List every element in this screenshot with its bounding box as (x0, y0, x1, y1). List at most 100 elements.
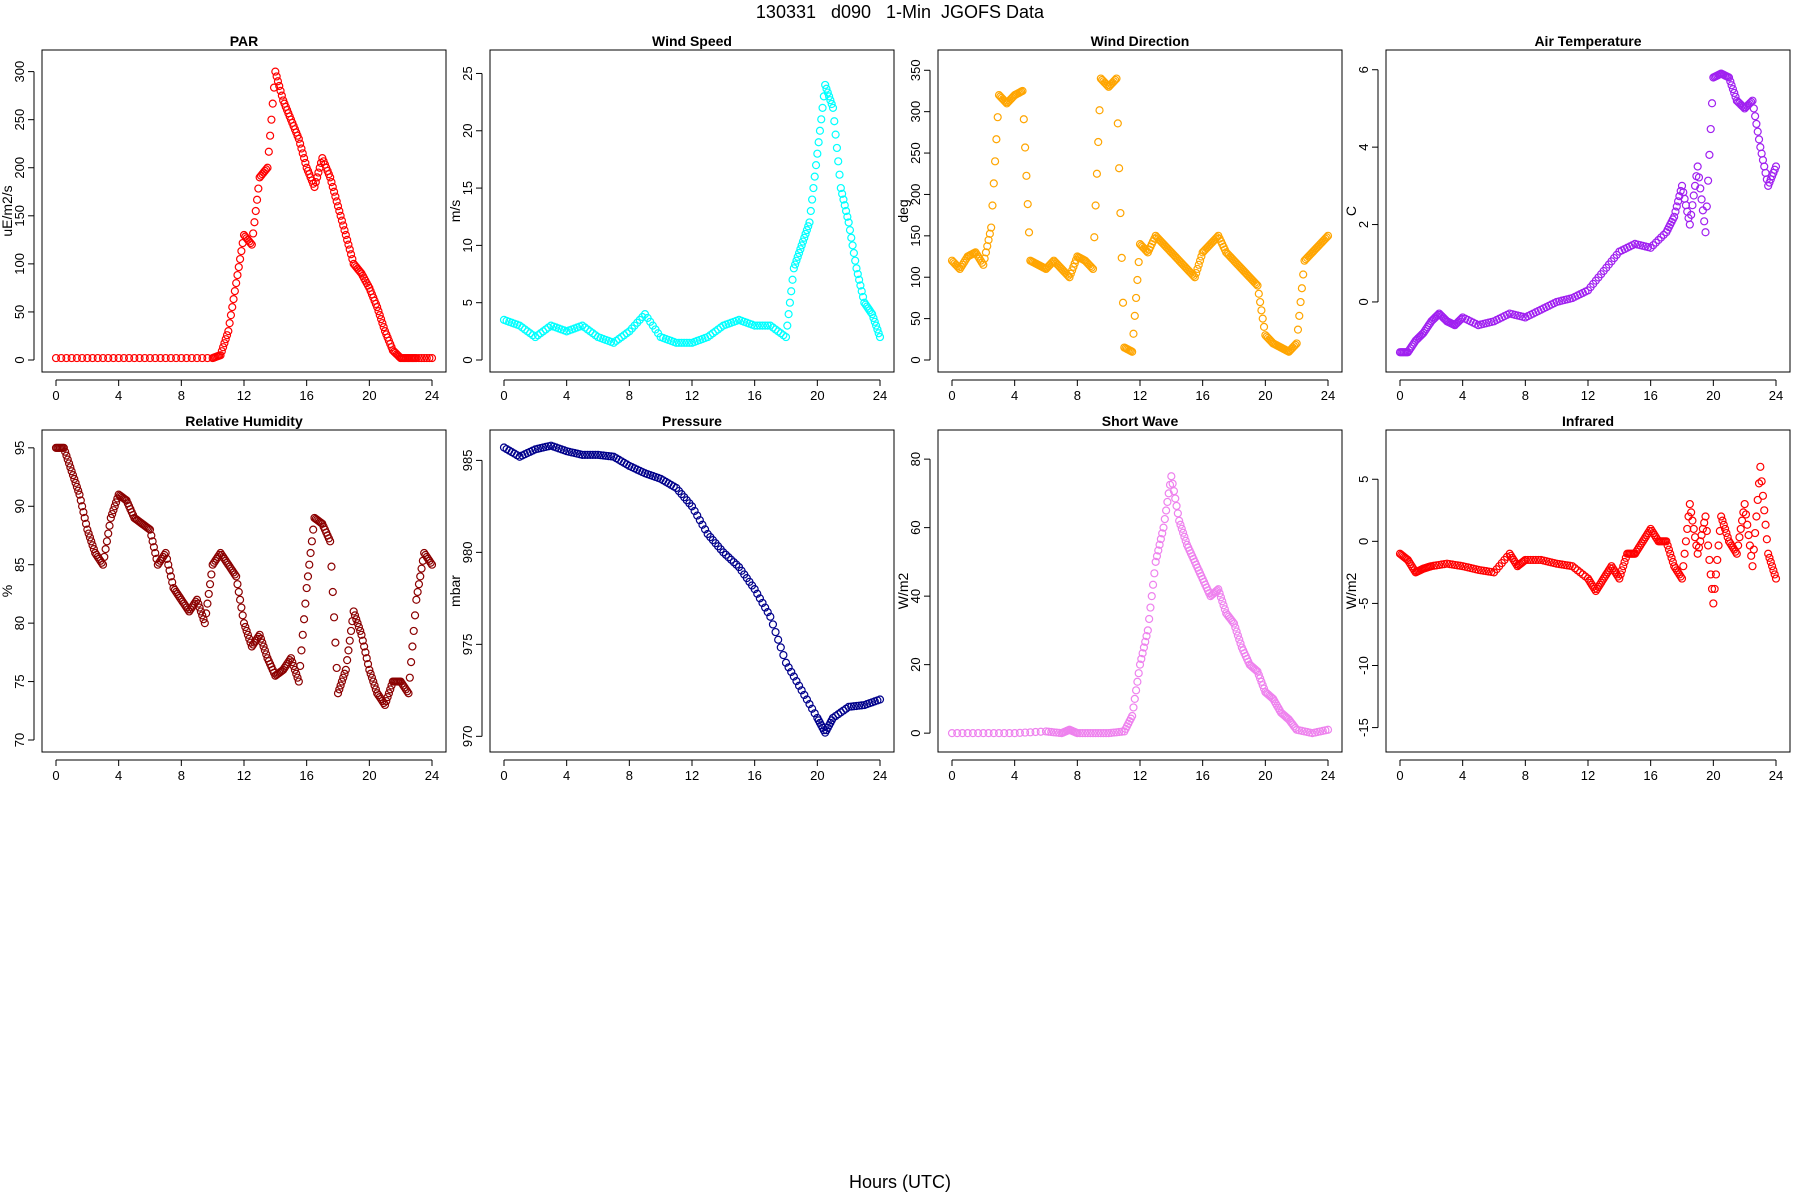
interp-point (1111, 75, 1120, 85)
y-tick-label: 85 (12, 557, 27, 571)
interp-point (1154, 546, 1163, 555)
interp-point (755, 321, 764, 330)
data-point (1190, 273, 1199, 282)
data-point (341, 230, 350, 240)
interp-point (353, 619, 362, 628)
data-point (1740, 499, 1749, 509)
interp-point (1129, 703, 1138, 712)
interp-point (337, 216, 347, 225)
y-tick-label: 40 (908, 589, 923, 603)
interp-point (331, 638, 340, 647)
interp-point (1637, 539, 1646, 548)
interp-point (802, 695, 811, 704)
interp-point (196, 607, 206, 616)
interp-point (1666, 549, 1675, 558)
interp-point (843, 212, 852, 221)
interp-point (800, 233, 809, 242)
interp-point (311, 178, 320, 187)
y-tick-label: 975 (460, 633, 475, 655)
x-tick-label: 8 (178, 388, 185, 403)
interp-point (604, 452, 613, 461)
interp-point (1570, 564, 1580, 573)
interp-point (119, 353, 128, 363)
interp-point (958, 729, 967, 738)
interp-point (1754, 135, 1764, 144)
interp-point (1148, 580, 1158, 589)
interp-point (1751, 112, 1760, 121)
plot-frame (1385, 49, 1791, 373)
interp-point (784, 310, 793, 319)
y-tick-label: 20 (908, 657, 923, 671)
interp-point (290, 665, 300, 674)
y-tick-label: -5 (1356, 598, 1371, 610)
interp-point (1109, 728, 1118, 737)
data-point (1568, 562, 1577, 571)
interp-point (959, 258, 968, 267)
interp-point (1160, 514, 1169, 524)
x-tick-label: 24 (1321, 768, 1335, 783)
interp-point (1049, 728, 1058, 737)
interp-point (1091, 201, 1100, 210)
interp-point (234, 587, 243, 597)
x-tick-label: 24 (1769, 768, 1783, 783)
interp-point (787, 667, 796, 677)
interp-point (238, 611, 247, 620)
interp-point (989, 729, 998, 738)
interp-point (1651, 238, 1660, 247)
panel-5: Pressure mbar 0 4 8 12 16 20 24 970 975 980 985 (447, 413, 895, 783)
interp-point (1675, 570, 1684, 579)
interp-point (1062, 270, 1071, 279)
interp-point (1702, 202, 1711, 211)
interp-point (1578, 570, 1587, 579)
interp-point (207, 570, 216, 579)
interp-point (1163, 497, 1172, 507)
interp-point (375, 311, 384, 320)
interp-point (237, 603, 246, 612)
interp-point (64, 459, 74, 468)
interp-point (873, 325, 882, 334)
interp-point (1168, 479, 1177, 488)
interp-point (1235, 635, 1244, 644)
panel-2: Wind Direction deg 0 4 8 12 16 20 24 0 50 100 150 200… (895, 33, 1343, 403)
interp-point (994, 729, 1004, 738)
interp-point (222, 331, 232, 340)
data-point (781, 332, 791, 342)
interp-point (1086, 262, 1095, 271)
interp-point (1506, 551, 1516, 560)
interp-point (298, 630, 307, 639)
y-tick-label: 250 (12, 109, 27, 131)
interp-point (1296, 297, 1305, 307)
interp-point (1177, 524, 1186, 533)
data-point (750, 585, 759, 594)
interp-point (361, 648, 370, 657)
interp-point (272, 72, 281, 81)
y-tick-label: 70 (12, 733, 27, 747)
interp-point (1761, 520, 1770, 529)
interp-point (148, 537, 157, 546)
panel-0: PAR uE/m2/s 0 4 8 12 16 20 24 0 50 100 150 200 250 300 (0, 33, 447, 403)
interp-point (296, 661, 305, 671)
interp-point (332, 663, 341, 673)
x-tick-label: 12 (237, 768, 251, 783)
data-point (1505, 549, 1514, 558)
panel-title: PAR (230, 33, 259, 49)
data-point (797, 686, 806, 695)
interp-point (1529, 555, 1538, 565)
interp-point (1705, 150, 1714, 159)
x-tick-label: 16 (1643, 768, 1657, 783)
x-tick-label: 0 (948, 768, 955, 783)
x-tick-label: 12 (237, 388, 251, 403)
y-tick-label: 95 (12, 441, 27, 455)
data-point (1701, 228, 1710, 237)
interp-point (1649, 528, 1658, 538)
interp-point (1508, 553, 1517, 562)
interp-point (1672, 202, 1681, 211)
data-point (979, 729, 988, 738)
interp-point (350, 611, 360, 620)
data-point (1323, 725, 1333, 734)
interp-point (1641, 533, 1650, 542)
interp-point (331, 192, 340, 201)
interp-point (1704, 176, 1713, 185)
y-tick-label: 50 (12, 305, 27, 319)
data-point (875, 695, 885, 704)
